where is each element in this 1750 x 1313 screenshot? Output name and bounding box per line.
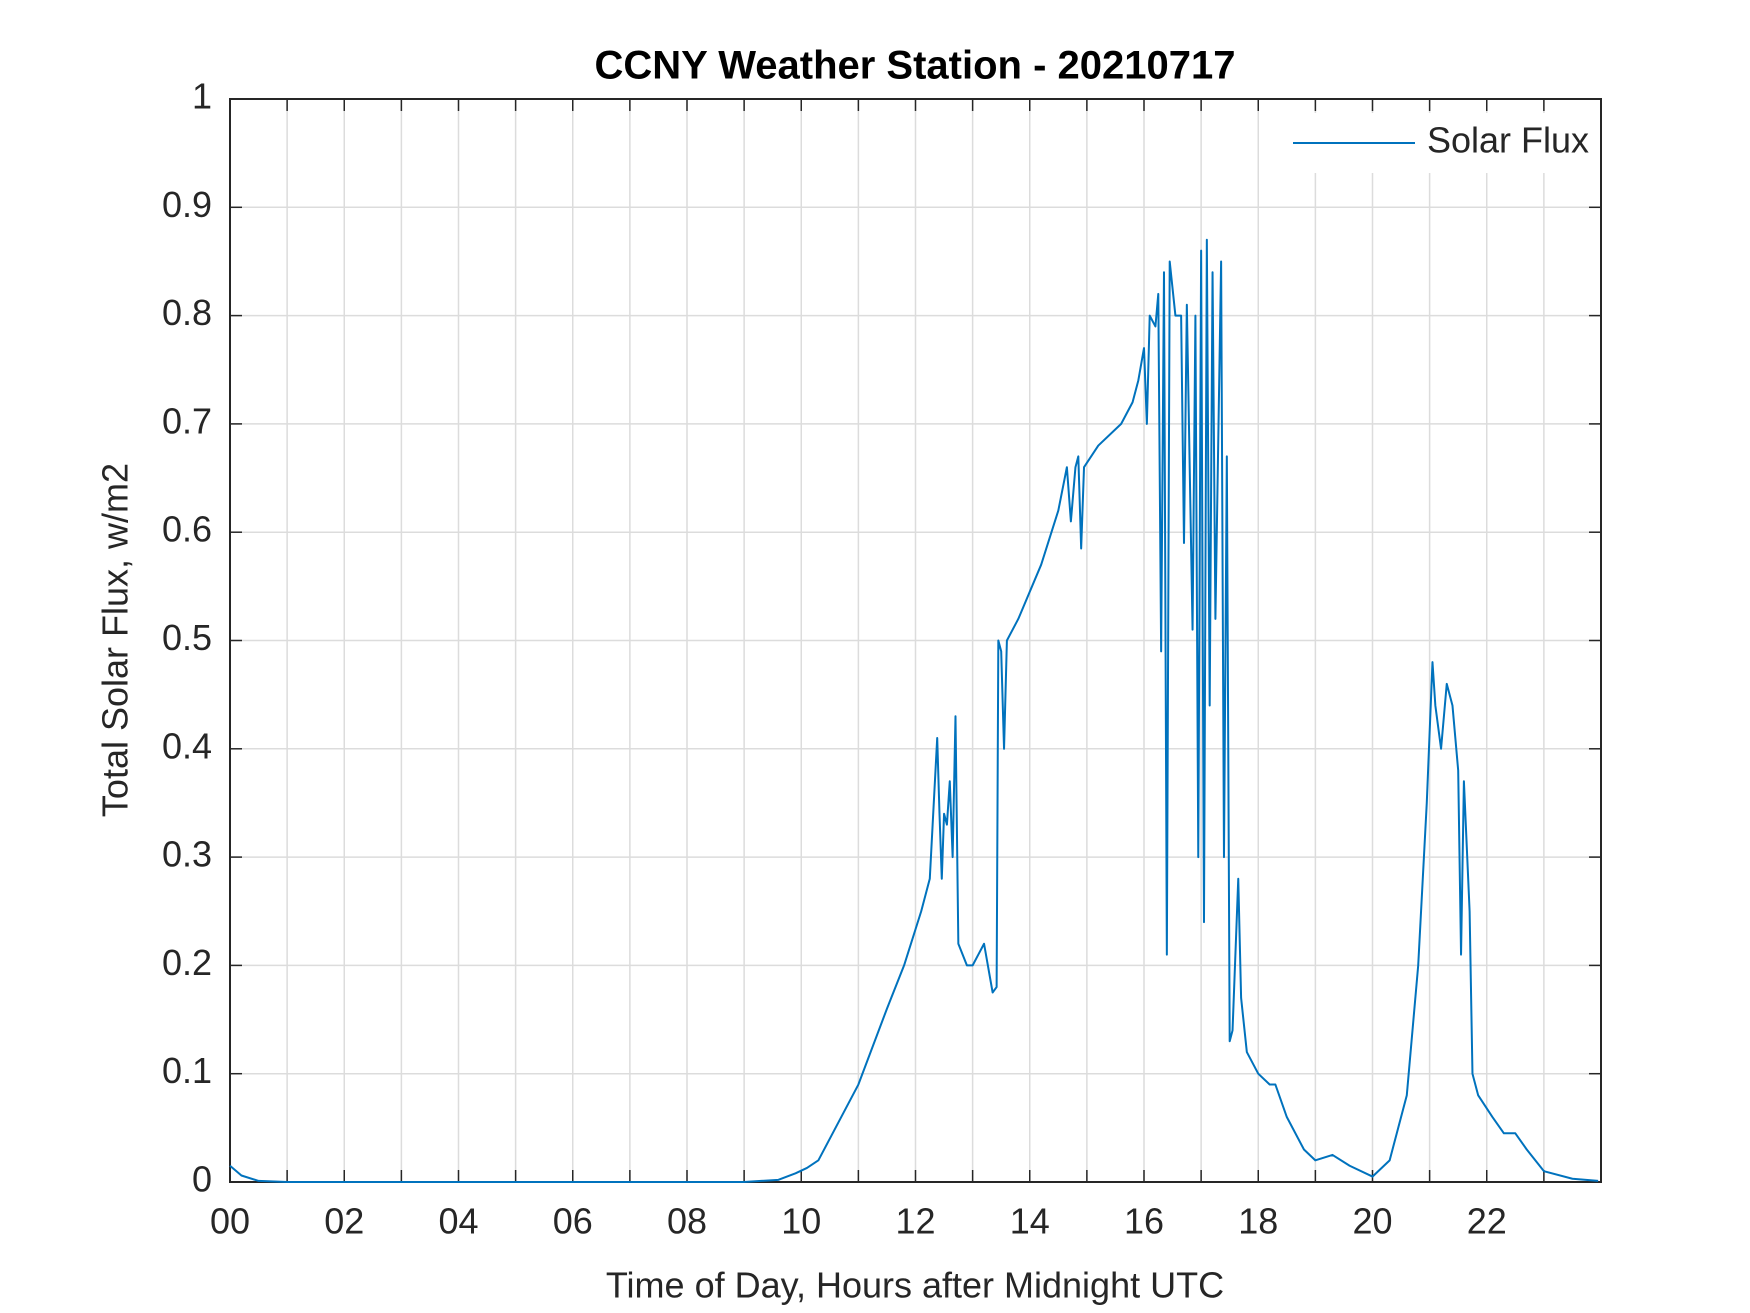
x-tick-label: 16 — [1124, 1201, 1164, 1242]
y-tick-label: 1 — [192, 76, 212, 117]
data-line — [229, 238, 1599, 1183]
x-tick-label: 10 — [781, 1201, 821, 1242]
legend-label: Solar Flux — [1427, 120, 1589, 161]
x-tick-label: 08 — [667, 1201, 707, 1242]
x-axis-label: Time of Day, Hours after Midnight UTC — [606, 1265, 1224, 1306]
y-tick-label: 0.1 — [162, 1050, 212, 1091]
x-tick-label: 06 — [553, 1201, 593, 1242]
y-tick-label: 0.7 — [162, 400, 212, 441]
y-tick-label: 0.3 — [162, 834, 212, 875]
x-tick-label: 04 — [438, 1201, 478, 1242]
y-tick-label: 0.5 — [162, 617, 212, 658]
x-tick-label: 14 — [1010, 1201, 1050, 1242]
y-tick-label: 0.2 — [162, 942, 212, 983]
x-tick-label: 02 — [324, 1201, 364, 1242]
plot-frame — [229, 98, 1602, 1183]
x-tick-label: 22 — [1467, 1201, 1507, 1242]
y-tick-label: 0.4 — [162, 725, 212, 766]
x-tick-label: 00 — [210, 1201, 250, 1242]
y-tick-label: 0.6 — [162, 509, 212, 550]
x-tick-label: 20 — [1352, 1201, 1392, 1242]
y-tick-label: 0 — [192, 1159, 212, 1200]
chart-title: CCNY Weather Station - 20210717 — [595, 44, 1236, 88]
x-tick-label: 18 — [1238, 1201, 1278, 1242]
y-tick-label: 0.8 — [162, 292, 212, 333]
x-tick-label: 12 — [895, 1201, 935, 1242]
y-tick-label: 0.9 — [162, 184, 212, 225]
y-axis-label: Total Solar Flux, w/m2 — [95, 463, 136, 817]
